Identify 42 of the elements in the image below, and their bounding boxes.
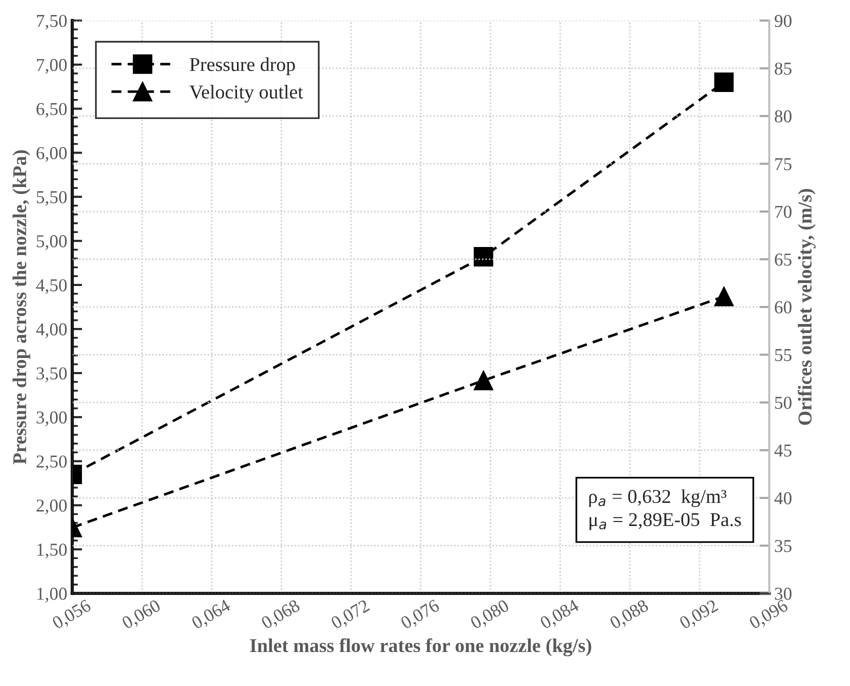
y-tick-label: 4,50 [36, 279, 67, 294]
y-tick-label: 2,50 [36, 455, 67, 470]
y-tick-label: 5,50 [36, 191, 67, 206]
y2-tick-label: 60 [774, 301, 792, 314]
x-tick-label: 0,092 [678, 599, 720, 632]
x-tick-label: 0,072 [330, 599, 372, 632]
y2-tick-label: 40 [774, 492, 792, 504]
y2-axis-title: Orifices outlet velocity, (m/s) [798, 189, 816, 425]
y-axis-title: Pressure drop across the nozzle, (kPa) [12, 150, 30, 464]
x-tick-label: 0,084 [539, 598, 582, 632]
x-tick-label: 0,088 [609, 599, 650, 632]
y2-tick-label: 55 [775, 349, 792, 362]
x-tick-label: 0,076 [400, 598, 442, 632]
y2-tick-label: 75 [775, 158, 792, 170]
x-tick-label: 0,080 [470, 599, 512, 632]
y-tick-label: 6,50 [36, 102, 67, 118]
y2-tick-label: 30 [774, 588, 792, 600]
y-tick-label: 2,00 [36, 500, 67, 514]
x-tick-label: 0,068 [260, 599, 302, 632]
y-tick-label: 7,00 [36, 58, 67, 74]
legend-label: Pressure drop [190, 57, 295, 76]
y-tick-label: 3,50 [36, 367, 67, 382]
y2-tick-label: 80 [774, 110, 792, 122]
y2-tick-label: 45 [774, 444, 792, 457]
y-tick-label: 4,00 [36, 323, 67, 338]
y-tick-label: 7,50 [36, 14, 67, 30]
legend-label: Velocity outlet [189, 84, 304, 103]
annotation: ρ$_{a}$ = 0,632 kg/m³ μ$_{a}$ = 2,89E-05 Pa.s [589, 489, 741, 530]
x-tick-label: 0,060 [121, 599, 163, 632]
x-tick-label: 0,064 [190, 598, 233, 632]
y-tick-label: 5,00 [36, 235, 67, 250]
y2-tick-label: 90 [774, 14, 792, 28]
y-tick-label: 6,00 [36, 147, 67, 162]
y2-tick-label: 85 [774, 62, 792, 75]
y2-tick-label: 50 [775, 396, 792, 409]
y-tick-label: 1,50 [37, 544, 67, 558]
y2-tick-label: 70 [775, 206, 792, 218]
y-tick-label: 3,00 [36, 411, 67, 426]
x-tick-label: 0,096 [748, 598, 790, 632]
x-axis-title: Inlet mass flow rates for one nozzle (kg/s) [250, 638, 592, 656]
y2-tick-label: 65 [774, 254, 792, 266]
y2-tick-label: 35 [774, 540, 792, 552]
